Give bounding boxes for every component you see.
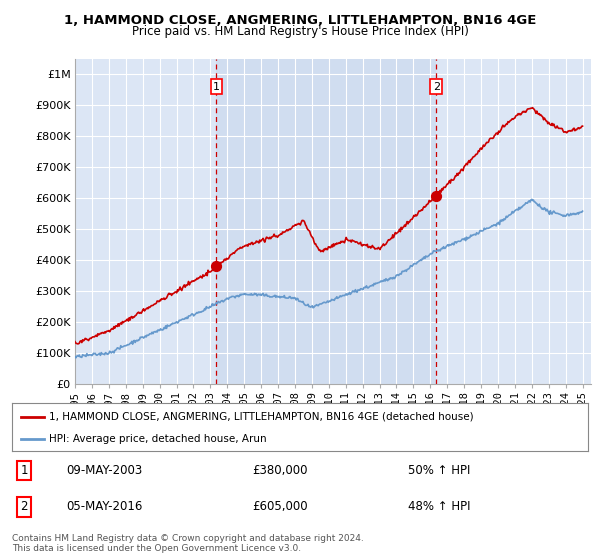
Text: £380,000: £380,000 [252,464,308,477]
Text: 05-MAY-2016: 05-MAY-2016 [66,500,142,514]
Text: 2: 2 [433,82,440,92]
Text: 50% ↑ HPI: 50% ↑ HPI [408,464,470,477]
Text: 1, HAMMOND CLOSE, ANGMERING, LITTLEHAMPTON, BN16 4GE (detached house): 1, HAMMOND CLOSE, ANGMERING, LITTLEHAMPT… [49,412,474,422]
Point [211,262,221,270]
Bar [216,59,436,384]
Text: 09-MAY-2003: 09-MAY-2003 [66,464,142,477]
Text: 1: 1 [20,464,28,477]
Text: 1: 1 [213,82,220,92]
Text: 48% ↑ HPI: 48% ↑ HPI [408,500,470,514]
Text: Contains HM Land Registry data © Crown copyright and database right 2024.
This d: Contains HM Land Registry data © Crown c… [12,534,364,553]
Point [431,192,441,201]
Text: 1, HAMMOND CLOSE, ANGMERING, LITTLEHAMPTON, BN16 4GE: 1, HAMMOND CLOSE, ANGMERING, LITTLEHAMPT… [64,14,536,27]
Text: 2: 2 [20,500,28,514]
Text: Price paid vs. HM Land Registry's House Price Index (HPI): Price paid vs. HM Land Registry's House … [131,25,469,38]
Text: HPI: Average price, detached house, Arun: HPI: Average price, detached house, Arun [49,434,267,444]
Text: £605,000: £605,000 [252,500,308,514]
